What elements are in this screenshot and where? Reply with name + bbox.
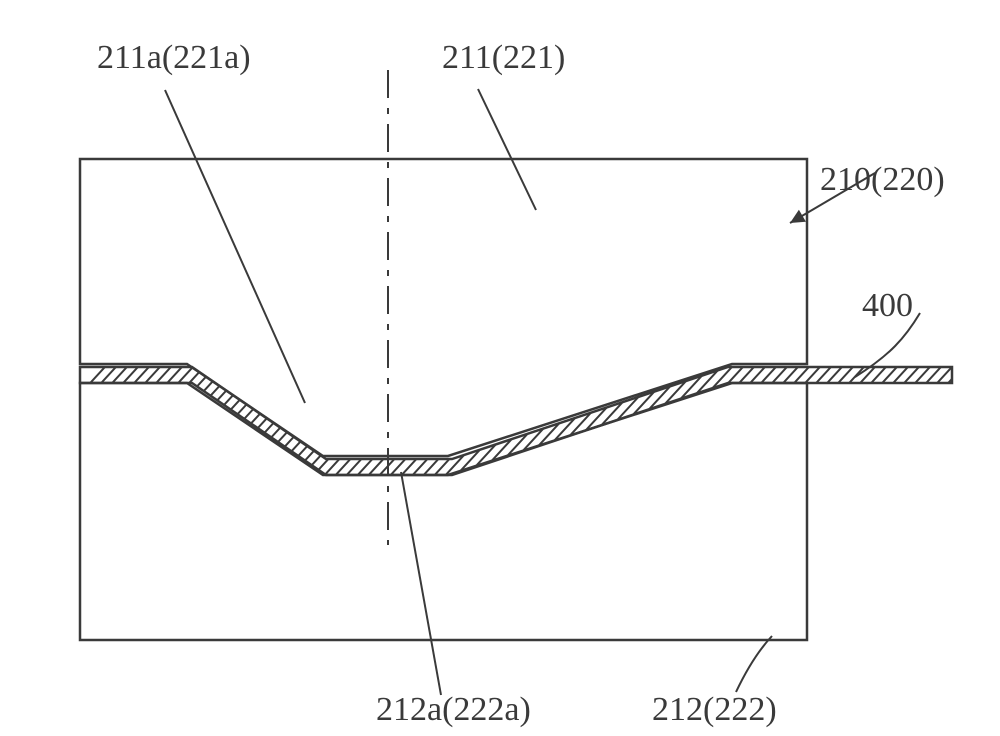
lower-die-outline [80, 383, 807, 640]
label-l400: 400 [862, 287, 913, 324]
leader-211a [165, 90, 305, 403]
leader-212 [736, 636, 772, 692]
label-l212a: 212a(222a) [376, 691, 531, 728]
label-l211a: 211a(221a) [97, 39, 251, 76]
arrowhead-210 [790, 210, 806, 223]
leader-211 [478, 89, 536, 210]
label-l210: 210(220) [820, 161, 945, 198]
label-l212: 212(222) [652, 691, 777, 728]
leader-212a [401, 472, 441, 695]
upper-die-outline [80, 159, 807, 456]
label-l211: 211(221) [442, 39, 565, 76]
workpiece-hatch [0, 307, 1000, 503]
